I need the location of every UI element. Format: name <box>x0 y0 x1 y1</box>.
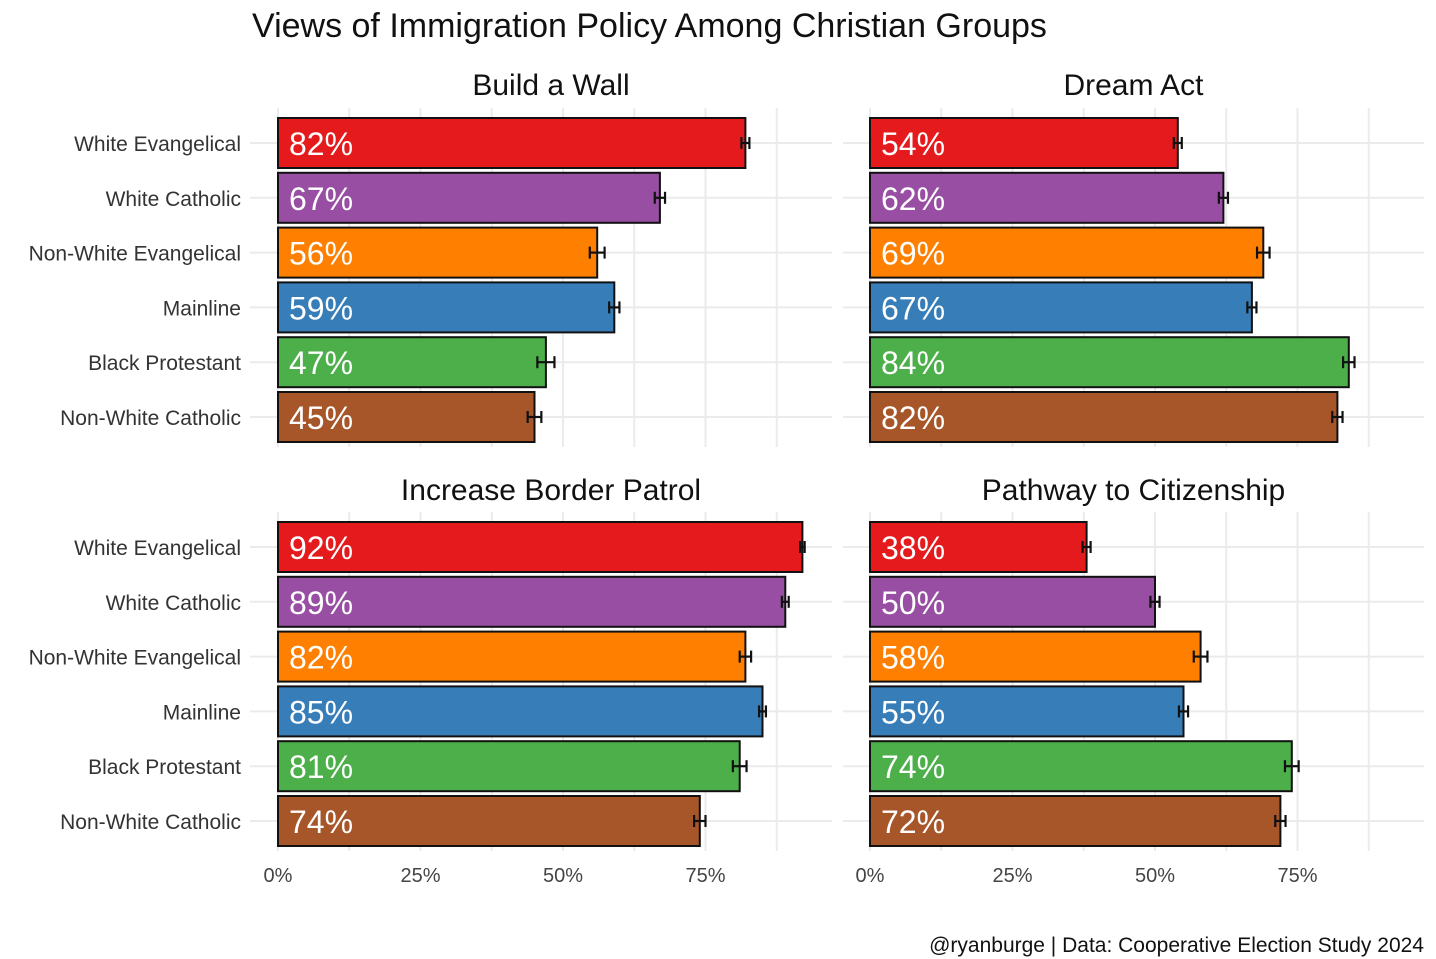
error-bar <box>1331 411 1344 423</box>
error-bar <box>731 760 748 773</box>
facet-panel: Dream Act 54% 62% 69% 67% 84% 82% <box>843 69 1424 447</box>
data-label: 67% <box>881 290 945 326</box>
bar <box>869 117 1179 169</box>
error-bar <box>1255 246 1271 259</box>
x-tick-label: 25% <box>400 865 440 887</box>
data-label: 59% <box>289 290 353 326</box>
error-bar <box>1246 301 1258 314</box>
error-bar <box>653 191 667 204</box>
data-label: 82% <box>289 126 353 162</box>
x-tick-label: 0% <box>264 865 293 887</box>
y-axis-label: Mainline <box>163 701 241 724</box>
x-tick-label: 0% <box>856 865 885 887</box>
bar <box>277 521 804 573</box>
error-bar <box>1274 815 1287 827</box>
error-bar <box>780 595 790 608</box>
data-label: 47% <box>289 345 353 381</box>
error-bar <box>588 246 606 259</box>
data-label: 62% <box>881 181 945 217</box>
error-bar <box>1149 595 1161 608</box>
data-label: 50% <box>881 585 945 621</box>
error-bar <box>526 411 543 423</box>
bar <box>277 281 616 334</box>
data-label: 72% <box>881 804 945 840</box>
error-bar <box>1283 760 1300 773</box>
bar <box>277 630 747 683</box>
data-label: 45% <box>289 400 353 436</box>
bar <box>277 575 787 628</box>
y-axis-label: Non-White Evangelical <box>29 243 241 266</box>
bar <box>869 336 1350 389</box>
y-axis-label: Mainline <box>163 297 241 320</box>
y-axis-label: Black Protestant <box>88 756 241 779</box>
error-bar <box>1081 541 1092 553</box>
error-bar <box>536 356 556 369</box>
facet-panel: Pathway to Citizenship 38% 50% 58% 55% 74% 72%… <box>843 474 1424 887</box>
y-axis-label: Black Protestant <box>88 352 241 375</box>
data-label: 82% <box>289 640 353 676</box>
error-bar <box>608 301 621 314</box>
panels: Build a Wall 82% White Evangelical 67% White… <box>29 69 1424 887</box>
error-bar <box>1192 650 1209 663</box>
error-bar <box>1217 191 1230 204</box>
error-bar <box>1177 705 1190 718</box>
data-label: 92% <box>289 530 353 566</box>
x-tick-label: 75% <box>685 865 725 887</box>
y-axis-label: Non-White Catholic <box>60 811 241 834</box>
error-bar <box>738 650 753 663</box>
error-bar <box>1341 356 1356 369</box>
bar <box>277 226 599 279</box>
error-bar <box>757 705 768 718</box>
data-label: 56% <box>289 236 353 272</box>
data-label: 54% <box>881 126 945 162</box>
error-bar <box>799 541 806 553</box>
x-tick-label: 25% <box>992 865 1032 887</box>
y-axis-label: White Evangelical <box>74 133 241 156</box>
y-axis-label: White Evangelical <box>74 537 241 560</box>
bar <box>869 575 1156 628</box>
panel-title: Pathway to Citizenship <box>982 474 1286 507</box>
bar <box>869 521 1088 573</box>
panel-title: Dream Act <box>1063 69 1204 102</box>
y-axis-label: White Catholic <box>106 188 241 211</box>
bar <box>277 685 764 738</box>
data-label: 58% <box>881 640 945 676</box>
error-bar <box>1172 137 1183 149</box>
data-label: 74% <box>289 804 353 840</box>
bar <box>869 171 1225 224</box>
data-label: 74% <box>881 749 945 785</box>
data-label: 85% <box>289 694 353 730</box>
bar <box>277 391 536 443</box>
facet-panel: Increase Border Patrol 92% White Evangelic… <box>29 474 832 887</box>
data-label: 38% <box>881 530 945 566</box>
x-tick-label: 50% <box>543 865 583 887</box>
panel-title: Increase Border Patrol <box>401 474 701 507</box>
data-label: 84% <box>881 345 945 381</box>
facet-panel: Build a Wall 82% White Evangelical 67% White… <box>29 69 832 447</box>
y-axis-label: White Catholic <box>106 592 241 615</box>
data-label: 82% <box>881 400 945 436</box>
bar <box>869 226 1265 279</box>
x-tick-label: 75% <box>1277 865 1317 887</box>
data-label: 81% <box>289 749 353 785</box>
x-tick-label: 50% <box>1135 865 1175 887</box>
chart-caption: @ryanburge | Data: Cooperative Election … <box>929 934 1424 957</box>
chart-title: Views of Immigration Policy Among Christ… <box>252 7 1047 45</box>
bar <box>869 795 1282 847</box>
panel-title: Build a Wall <box>472 69 629 102</box>
data-label: 69% <box>881 236 945 272</box>
bar <box>869 391 1339 443</box>
error-bar <box>740 137 751 149</box>
data-label: 67% <box>289 181 353 217</box>
data-label: 55% <box>881 694 945 730</box>
bar <box>277 740 741 793</box>
y-axis-label: Non-White Evangelical <box>29 647 241 670</box>
bar <box>869 281 1253 334</box>
error-bar <box>692 815 707 827</box>
data-label: 89% <box>289 585 353 621</box>
y-axis-label: Non-White Catholic <box>60 407 241 430</box>
